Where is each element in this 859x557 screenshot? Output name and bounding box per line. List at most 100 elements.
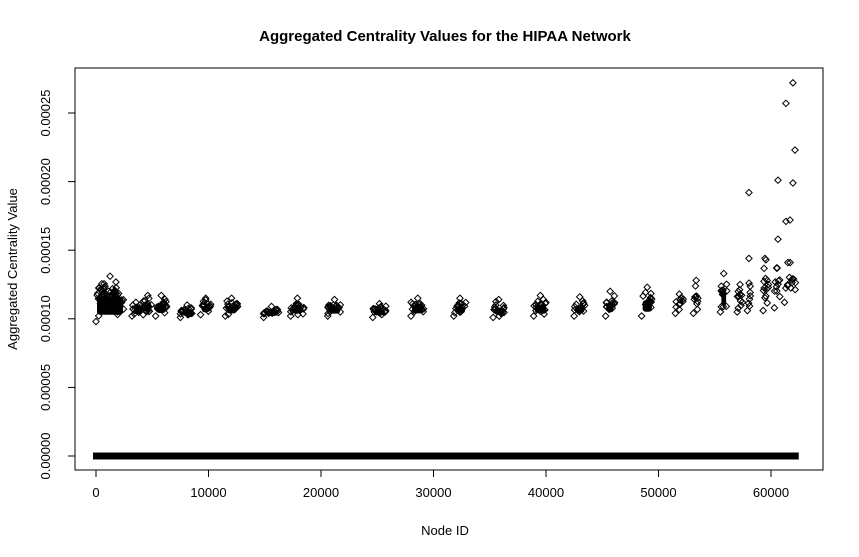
data-point (299, 303, 308, 312)
data-point (129, 305, 137, 313)
data-point (775, 276, 784, 284)
y-tick-label: 0.00025 (38, 90, 53, 137)
data-point (745, 279, 753, 288)
cluster-core (575, 305, 585, 314)
data-point (461, 298, 470, 307)
data-point (760, 264, 769, 273)
data-point (494, 295, 503, 304)
data-point (722, 287, 731, 295)
data-point (746, 282, 755, 291)
data-point (323, 312, 332, 320)
data-point (540, 310, 549, 318)
data-point (774, 176, 782, 185)
data-point (157, 291, 166, 300)
data-point (692, 276, 701, 285)
cluster-core (291, 306, 304, 314)
data-point (141, 296, 149, 305)
cluster-core (328, 307, 341, 314)
data-point (791, 285, 800, 294)
zero-baseline-points (93, 452, 799, 460)
data-point (492, 297, 500, 306)
data-point (489, 313, 498, 322)
data-point (693, 299, 701, 308)
data-point (227, 294, 236, 303)
y-tick-label: 0.00000 (38, 433, 53, 480)
data-point (228, 298, 236, 307)
data-point (786, 284, 795, 292)
data-point (736, 280, 744, 289)
data-point (734, 292, 743, 301)
data-point (206, 300, 215, 309)
y-tick-label: 0.00005 (38, 364, 53, 411)
data-point (786, 258, 795, 267)
data-point (413, 294, 422, 303)
data-point (601, 312, 610, 320)
y-tick-label: 0.00020 (38, 158, 53, 205)
cluster-core (606, 302, 614, 313)
data-point (147, 300, 156, 309)
data-point (151, 312, 160, 320)
data-point (324, 303, 332, 312)
data-point (770, 287, 779, 296)
data-point (196, 310, 205, 319)
data-point (761, 254, 769, 263)
cluster-core (373, 309, 386, 316)
data-point (780, 298, 789, 307)
cluster-core (412, 306, 424, 314)
data-point (689, 309, 698, 318)
data-point (722, 280, 731, 289)
data-point (759, 306, 768, 315)
data-point (106, 272, 114, 281)
cluster-core (642, 300, 652, 312)
x-tick-label: 60000 (753, 485, 789, 500)
data-point (693, 297, 702, 306)
data-point (789, 78, 797, 87)
data-point (92, 317, 100, 326)
data-point (782, 99, 790, 108)
data-point (733, 292, 742, 301)
data-point (610, 291, 619, 300)
data-point (762, 285, 771, 293)
x-tick-label: 40000 (528, 485, 564, 500)
data-point (110, 287, 119, 296)
data-point (286, 312, 295, 320)
y-axis: 0.00000 0.00005 0.00010 0.00015 0.00020 0.000… (38, 90, 76, 480)
data-point (746, 291, 755, 300)
data-point (734, 304, 743, 313)
data-point (533, 297, 542, 306)
data-point (737, 301, 745, 310)
data-point (743, 306, 752, 315)
data-point (643, 283, 652, 292)
data-point (679, 295, 688, 303)
data-point (408, 300, 417, 308)
data-point (719, 269, 728, 278)
data-point (735, 285, 744, 294)
data-point (641, 288, 650, 297)
x-tick-label: 50000 (640, 485, 676, 500)
data-point (183, 301, 192, 309)
data-point (330, 295, 339, 304)
data-point (791, 146, 799, 154)
data-point (717, 286, 726, 295)
data-point (101, 282, 109, 291)
x-axis-label: Node ID (421, 523, 469, 538)
data-point (100, 279, 109, 288)
cluster-core (226, 306, 237, 314)
data-point (763, 276, 772, 285)
cluster-core (144, 304, 152, 312)
data-point (221, 312, 230, 320)
data-point (772, 287, 781, 295)
plot-frame (74, 67, 824, 471)
data-point (745, 254, 753, 263)
data-point (541, 298, 550, 307)
x-tick-label: 20000 (303, 485, 339, 500)
data-point (455, 299, 464, 307)
data-point (293, 294, 302, 303)
data-point (764, 283, 773, 292)
data-point (719, 302, 728, 311)
data-point (738, 298, 747, 307)
cluster-core (534, 304, 547, 313)
data-point (717, 282, 726, 291)
data-point (259, 313, 268, 322)
